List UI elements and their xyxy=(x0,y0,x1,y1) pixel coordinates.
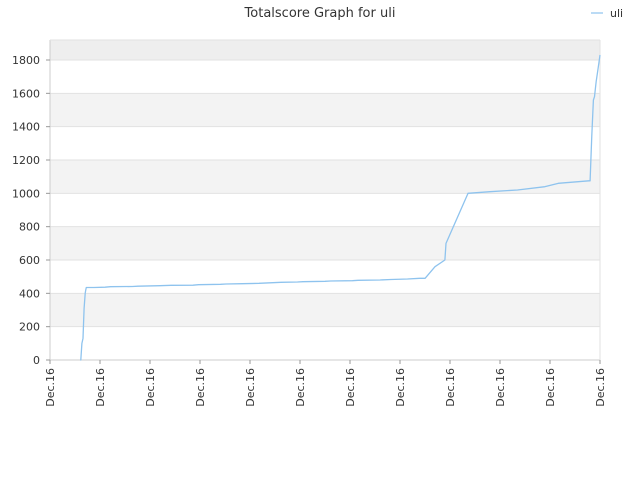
x-tick-label: Dec.16 xyxy=(194,368,207,407)
series-line-uli xyxy=(80,54,601,361)
x-axis-ticks: Dec.16 Dec.16 Dec.16 Dec.16 Dec.16 Dec.16 Dec.… xyxy=(44,360,607,407)
y-tick-label: 200 xyxy=(19,321,40,334)
x-tick-label: Dec.16 xyxy=(594,368,607,407)
chart-title: Totalscore Graph for uli xyxy=(244,6,396,21)
background-band xyxy=(50,40,600,60)
x-tick-label: Dec.16 xyxy=(494,368,507,407)
x-tick-label: Dec.16 xyxy=(94,368,107,407)
x-tick-label: Dec.16 xyxy=(394,368,407,407)
y-axis-ticks: 0 200 400 600 800 1000 1200 1400 1600 1800 xyxy=(12,54,50,367)
background-band xyxy=(50,193,600,227)
y-tick-label: 400 xyxy=(19,287,40,300)
background-band xyxy=(50,93,600,127)
y-tick-label: 1600 xyxy=(12,87,40,100)
y-tick-label: 600 xyxy=(19,254,40,267)
x-tick-label: Dec.16 xyxy=(444,368,457,407)
y-tick-label: 1400 xyxy=(12,121,40,134)
x-tick-label: Dec.16 xyxy=(294,368,307,407)
legend-label-uli: uli xyxy=(610,7,623,20)
y-tick-label: 0 xyxy=(33,354,40,367)
background-band xyxy=(50,326,600,360)
series-group xyxy=(80,54,601,361)
background-band xyxy=(50,226,600,260)
y-tick-label: 800 xyxy=(19,221,40,234)
y-tick-label: 1200 xyxy=(12,154,40,167)
x-tick-label: Dec.16 xyxy=(144,368,157,407)
background-band xyxy=(50,260,600,294)
background-bands xyxy=(50,40,600,360)
x-tick-label: Dec.16 xyxy=(544,368,557,407)
x-tick-label: Dec.16 xyxy=(344,368,357,407)
legend[interactable]: uli xyxy=(591,7,623,20)
background-band xyxy=(50,126,600,160)
x-tick-label: Dec.16 xyxy=(244,368,257,407)
background-band xyxy=(50,60,600,94)
background-band xyxy=(50,293,600,327)
gridlines xyxy=(50,59,600,361)
y-tick-label: 1800 xyxy=(12,54,40,67)
background-band xyxy=(50,160,600,194)
x-tick-label: Dec.16 xyxy=(44,368,57,407)
y-tick-label: 1000 xyxy=(12,187,40,200)
